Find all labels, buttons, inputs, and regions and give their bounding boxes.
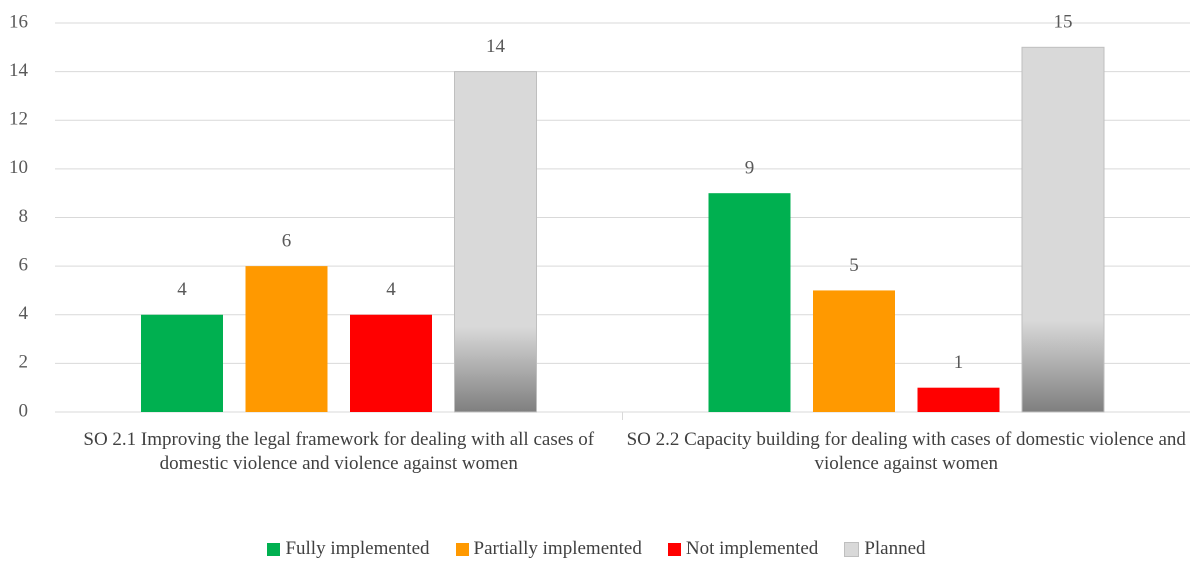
data-label: 5 [849,255,859,276]
legend-label: Partially implemented [473,538,642,559]
data-label: 4 [386,279,396,300]
bar [350,314,432,412]
y-tick-label: 0 [19,400,29,421]
legend-label: Not implemented [685,538,819,559]
legend-swatch [455,542,469,556]
data-label: 15 [1054,12,1073,33]
data-label: 6 [282,230,292,251]
data-label: 4 [177,279,187,300]
data-label: 9 [745,158,755,179]
bar [454,71,537,413]
bar [1021,46,1105,413]
legend-swatch [267,542,281,556]
legend-item: Not implemented [667,538,819,560]
data-label: 14 [486,36,506,57]
legend-item: Partially implemented [455,538,642,560]
y-tick-label: 16 [9,11,28,32]
bar [917,387,1000,412]
x-tick-label: SO 2.1 Improving the legal framework for… [83,429,595,474]
legend-label: Planned [864,538,926,559]
legend-swatch [667,542,681,556]
y-tick-label: 12 [9,109,28,130]
legend-swatch [844,541,860,557]
y-tick-label: 4 [19,303,29,324]
bar [141,314,223,412]
y-tick-label: 10 [9,157,28,178]
y-tick-label: 8 [19,206,29,227]
data-label: 1 [954,352,964,373]
bar [708,193,791,412]
bar [245,266,328,412]
legend-label: Fully implemented [285,538,430,559]
y-tick-label: 2 [19,352,29,373]
legend-item: Fully implemented [267,538,430,560]
legend-item: Planned [844,538,926,560]
y-tick-label: 6 [19,254,29,275]
bar [813,290,895,412]
legend: Fully implemented Partially implemented No… [0,538,1193,560]
y-tick-label: 14 [9,60,29,81]
x-tick-label: SO 2.2 Capacity building for dealing wit… [626,429,1186,474]
